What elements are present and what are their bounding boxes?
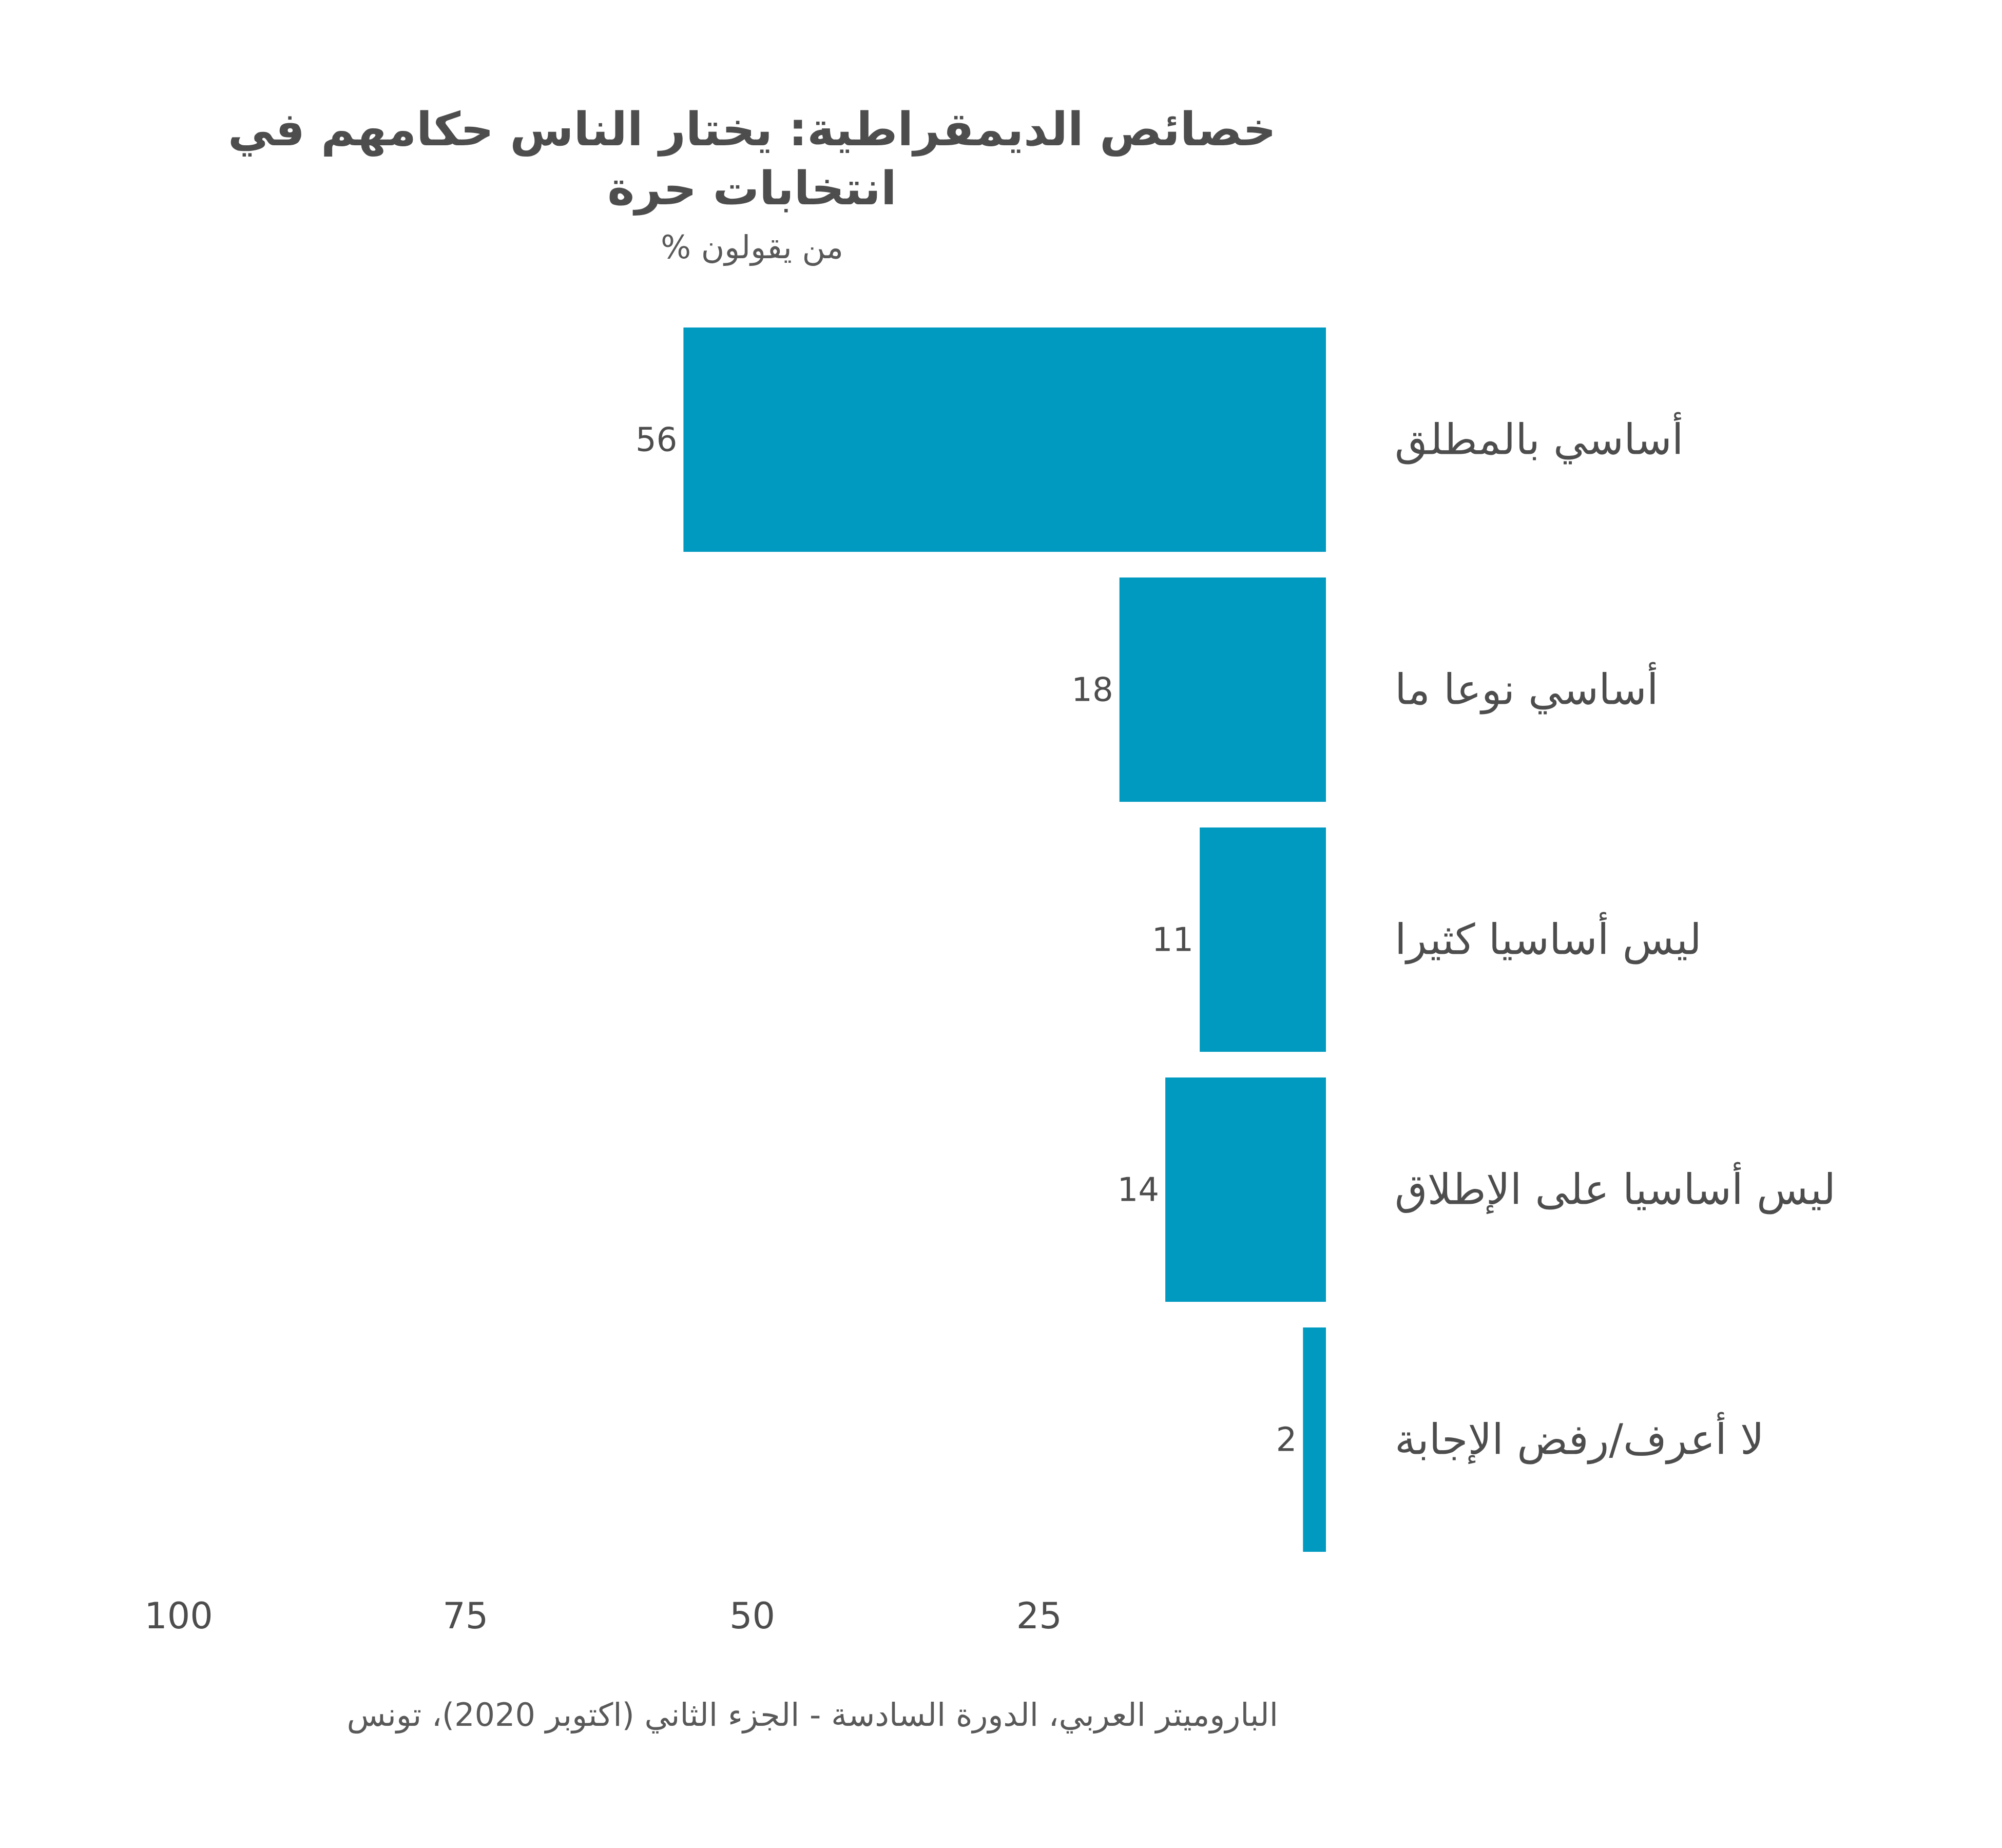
- category-label-2: أساسي نوعا ما: [1395, 662, 1659, 715]
- chart-title-line-2: انتخابات حرة: [607, 162, 896, 216]
- category-label-1: أساسي بالمطلق: [1395, 412, 1684, 465]
- bar-3: [1200, 827, 1326, 1052]
- chart-caption: الباروميتر العربي، الدورة السادسة - الجز…: [347, 1696, 1278, 1734]
- x-tick-label-1: 100: [144, 1595, 213, 1637]
- x-tick-label-3: 50: [729, 1595, 775, 1637]
- value-label-3: 11: [1152, 921, 1194, 959]
- value-label-2: 18: [1071, 671, 1113, 709]
- bar-2: [1119, 578, 1326, 802]
- category-label-5: لا أعرف/رفض الإجابة: [1395, 1412, 1764, 1465]
- bar-1: [683, 328, 1326, 552]
- category-labels: أساسي بالمطلق أساسي نوعا ما ليس أساسيا كثي…: [1395, 412, 1836, 1465]
- x-tick-label-2: 75: [442, 1595, 488, 1637]
- value-labels: 56 18 11 14 2: [636, 421, 1297, 1459]
- category-label-3: ليس أساسيا كثيرا: [1395, 912, 1702, 965]
- category-label-4: ليس أساسيا على الإطلاق: [1395, 1162, 1836, 1215]
- bar-5: [1303, 1327, 1326, 1552]
- bars: [683, 328, 1326, 1552]
- chart-title: خصائص الديمقراطية: يختار الناس حكامهم في…: [228, 103, 1276, 216]
- value-label-1: 56: [636, 421, 677, 459]
- value-label-4: 14: [1118, 1171, 1159, 1209]
- x-tick-label-4: 25: [1016, 1595, 1062, 1637]
- bar-4: [1165, 1077, 1326, 1302]
- chart-title-line-1: خصائص الديمقراطية: يختار الناس حكامهم في: [228, 103, 1276, 157]
- x-axis: 100 75 50 25: [144, 1595, 1062, 1637]
- value-label-5: 2: [1276, 1421, 1297, 1459]
- chart-subtitle: % من يقولون: [661, 228, 843, 266]
